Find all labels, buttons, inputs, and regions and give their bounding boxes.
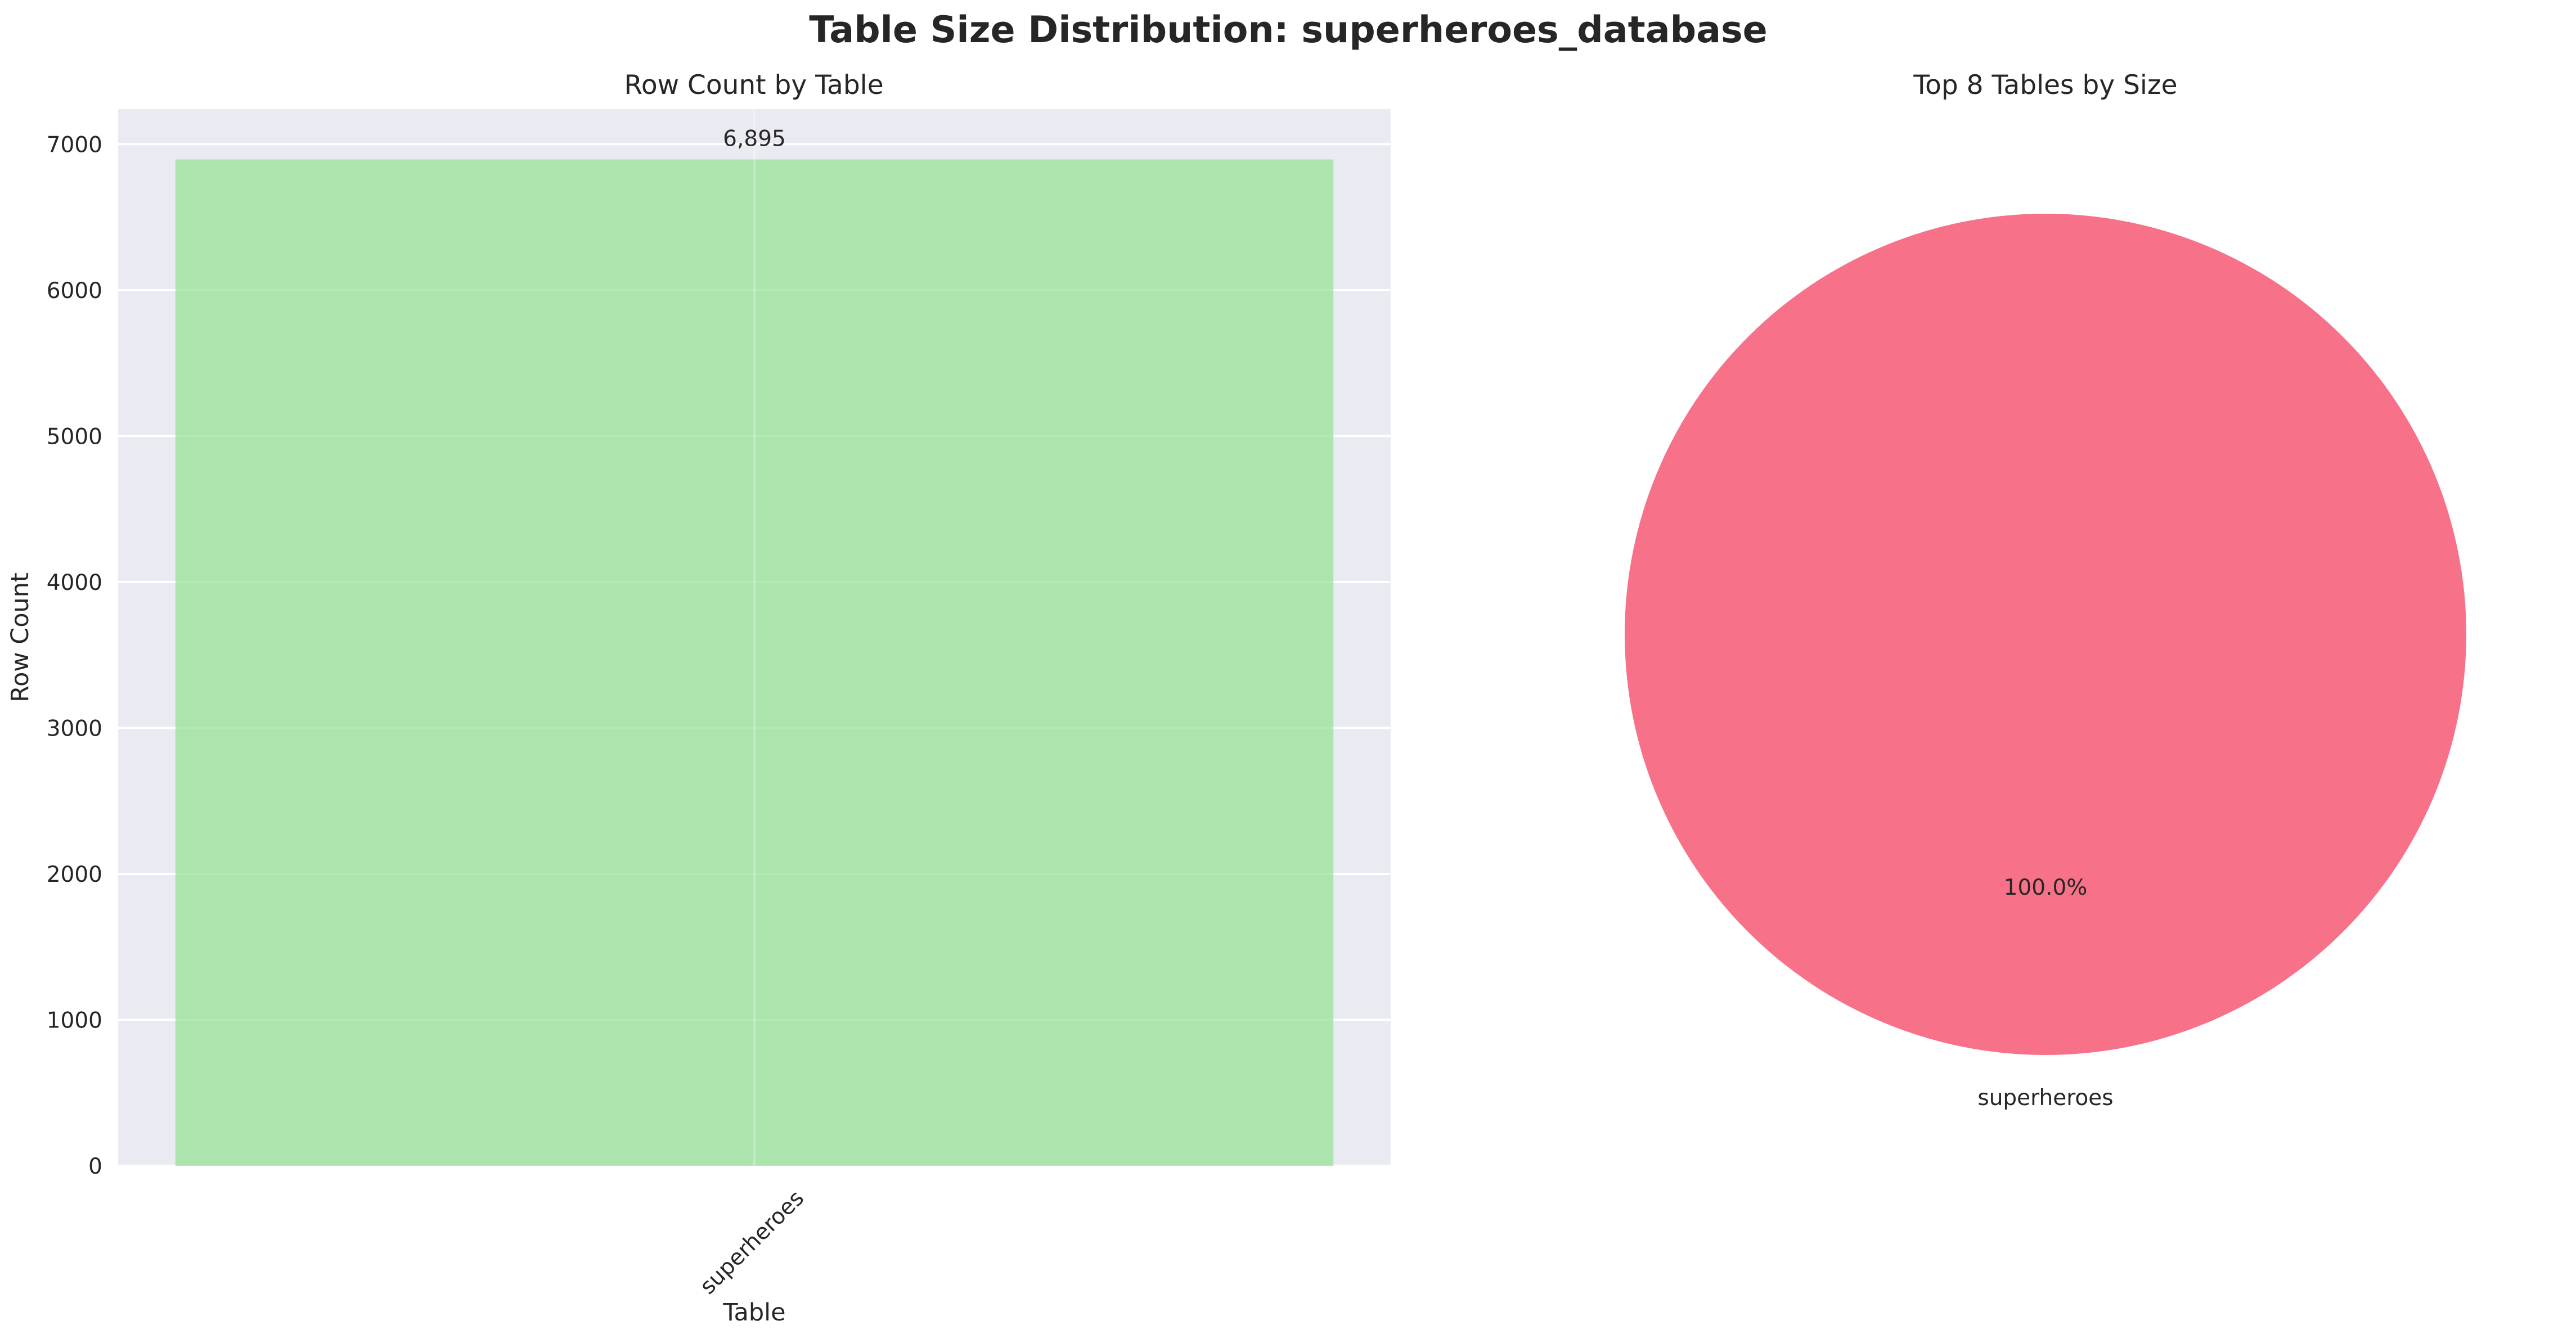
y-tick-label: 1000 bbox=[47, 1008, 102, 1033]
bar-x-axis: superheroes bbox=[695, 1185, 809, 1299]
y-tick-label: 5000 bbox=[47, 424, 102, 449]
bar-y-axis-label: Row Count bbox=[6, 572, 34, 702]
bar-chart-title: Row Count by Table bbox=[624, 70, 883, 101]
bar-x-axis-label: Table bbox=[722, 1299, 785, 1327]
y-tick-label: 3000 bbox=[47, 716, 102, 741]
bar-chart: Row Count by Table 0 1000 2000 3000 4000 5000… bbox=[6, 70, 1391, 1327]
y-tick-label: 4000 bbox=[47, 570, 102, 596]
pie-percent-label: 100.0% bbox=[2004, 875, 2088, 900]
bar bbox=[175, 159, 1334, 1166]
x-tick-label: superheroes bbox=[695, 1185, 809, 1299]
pie-slice-label: superheroes bbox=[1977, 1085, 2113, 1111]
y-tick-label: 2000 bbox=[47, 862, 102, 887]
y-tick-label: 6000 bbox=[47, 278, 102, 304]
bar-series bbox=[175, 159, 1334, 1166]
pie-chart-title: Top 8 Tables by Size bbox=[1913, 70, 2177, 101]
figure-title: Table Size Distribution: superheroes_dat… bbox=[809, 9, 1768, 51]
bar-value-label: 6,895 bbox=[723, 127, 786, 152]
pie-slices bbox=[1625, 214, 2466, 1055]
y-tick-label: 0 bbox=[88, 1154, 102, 1179]
bar-data-labels: 6,895 bbox=[723, 127, 786, 152]
pie-labels: 100.0% superheroes bbox=[1977, 875, 2113, 1111]
y-tick-label: 7000 bbox=[47, 132, 102, 157]
pie-chart: Top 8 Tables by Size 100.0% superheroes bbox=[1625, 70, 2466, 1111]
bar-y-axis: 0 1000 2000 3000 4000 5000 6000 7000 bbox=[47, 132, 102, 1179]
pie-slice bbox=[1625, 214, 2466, 1055]
